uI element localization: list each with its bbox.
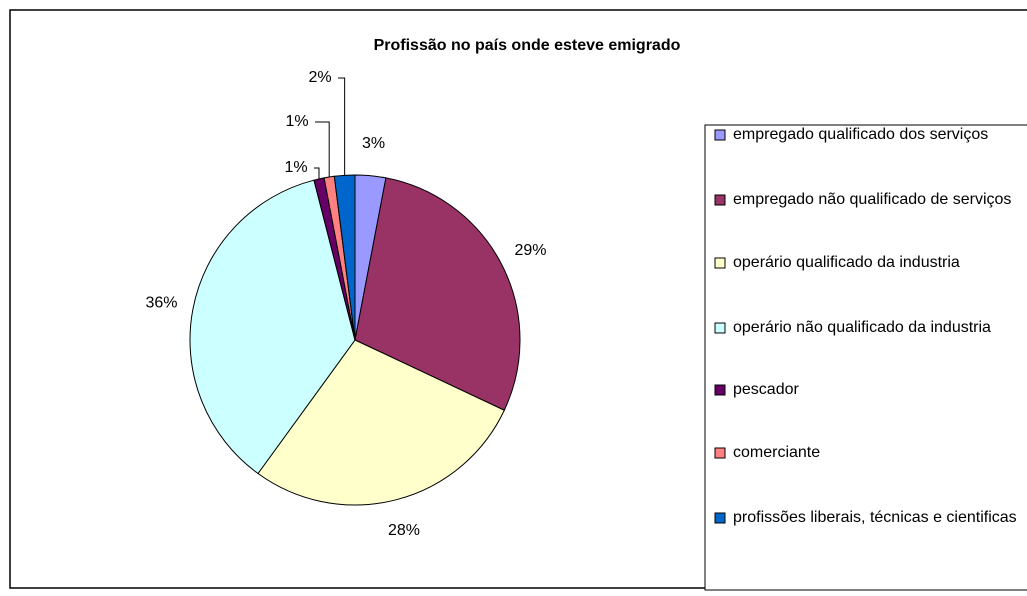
data-label: 2% bbox=[308, 69, 331, 86]
legend-label: operário qualificado da industria bbox=[733, 254, 960, 271]
legend-line: pescador bbox=[733, 381, 799, 398]
chart-title: Profissão no país onde esteve emigrado bbox=[374, 37, 681, 54]
legend-line: comerciante bbox=[733, 444, 820, 461]
data-label: 29% bbox=[515, 242, 547, 259]
legend-line: empregado não qualificado de serviços bbox=[733, 191, 1011, 208]
data-label: 1% bbox=[285, 113, 308, 130]
legend-swatch bbox=[714, 257, 726, 269]
legend-swatch bbox=[714, 322, 726, 334]
legend-label: empregado não qualificado de serviços bbox=[733, 191, 1011, 208]
legend-label: operário não qualificado da industria bbox=[733, 319, 991, 336]
legend-line: empregado qualificado dos serviços bbox=[733, 126, 988, 143]
leader-line bbox=[338, 77, 346, 176]
pie-slice bbox=[354, 177, 521, 411]
legend-line: operário não qualificado da industria bbox=[733, 319, 991, 336]
legend-box bbox=[704, 124, 1027, 591]
data-label: 36% bbox=[145, 294, 177, 311]
leader-line bbox=[315, 121, 330, 178]
legend-swatch bbox=[714, 384, 726, 396]
legend-label: empregado qualificado dos serviços bbox=[733, 126, 988, 143]
pie-slice bbox=[189, 179, 356, 475]
legend-label: pescador bbox=[733, 381, 799, 398]
leader-line bbox=[314, 167, 320, 179]
legend-swatch bbox=[714, 194, 726, 206]
legend-line: operário qualificado da industria bbox=[733, 254, 960, 271]
pie-slice bbox=[257, 339, 505, 506]
data-label: 1% bbox=[284, 159, 307, 176]
legend-swatch bbox=[714, 447, 726, 459]
legend-swatch bbox=[714, 129, 726, 141]
legend-swatch bbox=[714, 512, 726, 524]
legend-label: profissões liberais, técnicas e cientifi… bbox=[733, 509, 1017, 526]
legend-line: profissões liberais, técnicas e cientifi… bbox=[733, 509, 1017, 526]
data-label: 3% bbox=[362, 135, 385, 152]
legend-label: comerciante bbox=[733, 444, 820, 461]
data-label: 28% bbox=[388, 522, 420, 539]
